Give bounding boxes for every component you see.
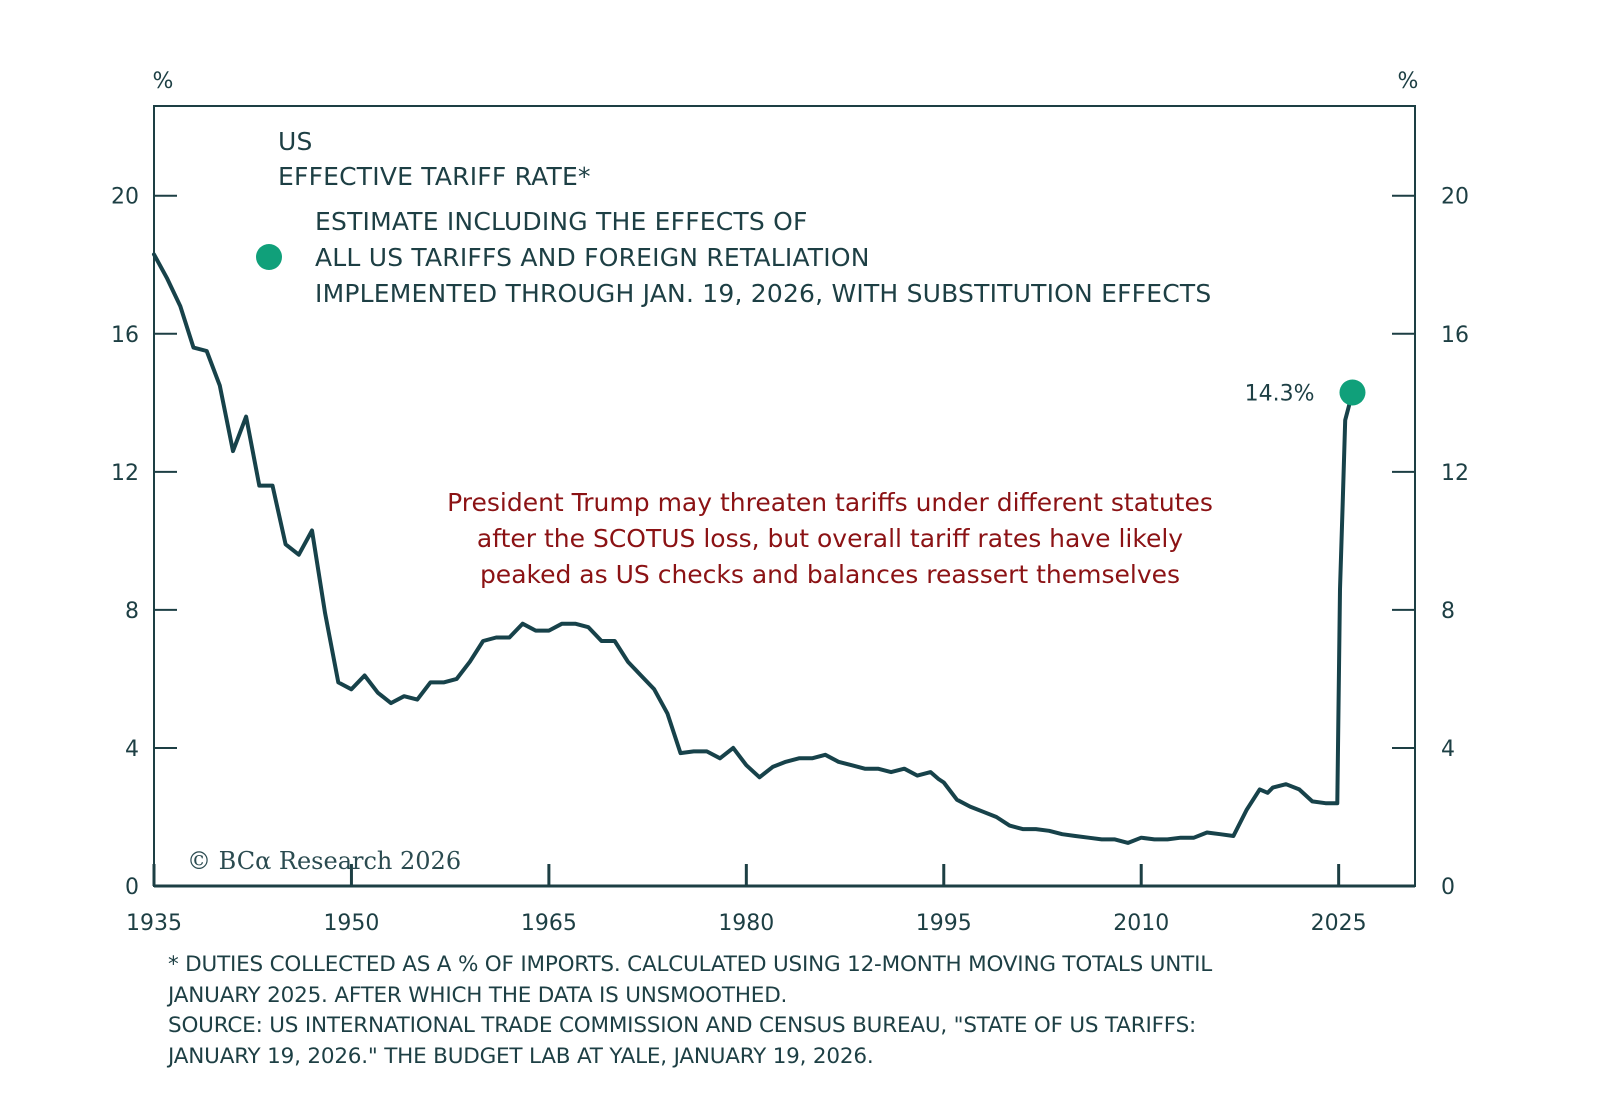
source-line-1: SOURCE: US INTERNATIONAL TRADE COMMISSIO… — [168, 1013, 1197, 1038]
footnote-line-1: * DUTIES COLLECTED AS A % OF IMPORTS. CA… — [168, 952, 1212, 977]
y-tick-label-right: 8 — [1441, 599, 1455, 624]
x-tick-label: 2010 — [1113, 911, 1169, 936]
estimate-value-label: 14.3% — [1245, 381, 1315, 406]
x-tick-label: 1995 — [916, 911, 972, 936]
x-axis: 1935 1950 1965 1980 1995 2010 2025 — [126, 864, 1367, 936]
footnote-block: * DUTIES COLLECTED AS A % OF IMPORTS. CA… — [168, 950, 1428, 1072]
annotation-line-3: peaked as US checks and balances reasser… — [480, 560, 1180, 589]
x-tick-label: 1935 — [126, 911, 182, 936]
y-tick-label-left: 20 — [111, 185, 139, 210]
x-tick-label: 1965 — [521, 911, 577, 936]
estimate-point-2026 — [1339, 379, 1366, 406]
annotation-line-2: after the SCOTUS loss, but overall tarif… — [477, 524, 1183, 553]
annotation-callout: President Trump may threaten tariffs und… — [447, 488, 1213, 589]
y-tick-label-left: 8 — [125, 599, 139, 624]
legend-label-line-2: ALL US TARIFFS AND FOREIGN RETALIATION — [315, 243, 870, 272]
x-tick-label: 2025 — [1311, 911, 1367, 936]
x-tick-label: 1980 — [718, 911, 774, 936]
chart-title-line-1: US — [278, 127, 313, 156]
y-tick-label-right: 4 — [1441, 737, 1455, 762]
y-tick-label-right: 16 — [1441, 323, 1469, 348]
y-tick-label-right: 12 — [1441, 461, 1469, 486]
y-tick-label-right: 20 — [1441, 185, 1469, 210]
copyright-notice: © BCα Research 2026 — [187, 847, 461, 875]
tariff-rate-line — [152, 252, 1355, 845]
footnote-line-2: JANUARY 2025. AFTER WHICH THE DATA IS UN… — [168, 982, 788, 1008]
y-unit-label-left: % — [153, 69, 174, 94]
legend-label-line-3: IMPLEMENTED THROUGH JAN. 19, 2026, WITH … — [315, 279, 1211, 308]
y-unit-label-right: % — [1398, 69, 1419, 94]
y-tick-label-left: 0 — [125, 875, 139, 900]
y-tick-label-left: 16 — [111, 323, 139, 348]
y-tick-label-left: 4 — [125, 737, 139, 762]
source-line-2: JANUARY 19, 2026." THE BUDGET LAB AT YAL… — [168, 1043, 874, 1069]
y-axis-left: 0 4 8 12 16 20 — [111, 185, 177, 900]
y-tick-label-left: 12 — [111, 461, 139, 486]
legend-label-line-1: ESTIMATE INCLUDING THE EFFECTS OF — [315, 207, 808, 236]
y-axis-right: 0 4 8 12 16 20 — [1392, 185, 1469, 900]
y-tick-label-right: 0 — [1441, 875, 1455, 900]
legend-marker-estimate — [256, 244, 282, 270]
x-tick-label: 1950 — [323, 911, 379, 936]
chart-title-line-2: EFFECTIVE TARIFF RATE* — [278, 162, 591, 191]
plot-frame — [153, 105, 1416, 888]
annotation-line-1: President Trump may threaten tariffs und… — [447, 488, 1213, 517]
